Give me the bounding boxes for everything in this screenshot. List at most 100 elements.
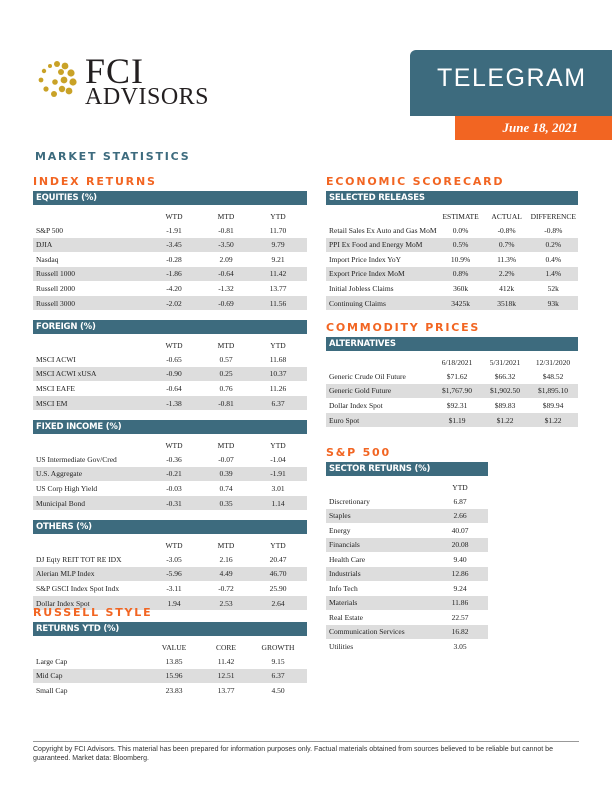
row-label: S&P 500 (36, 225, 64, 235)
table-row: Dollar Index Spot 1.94 2.53 2.64 (33, 595, 307, 610)
table-title-bar: FIXED INCOME (%) (33, 420, 307, 434)
cell-value: -0.64 (203, 266, 249, 281)
column-header (33, 534, 145, 552)
telegram-title: TELEGRAM (437, 64, 587, 92)
cell-value: 6.87 (453, 496, 467, 506)
row-label: Export Price Index MoM (326, 266, 437, 281)
table-row: DJ Eqty REIT TOT RE IDX -3.05 2.16 20.47 (33, 552, 307, 567)
table-block: ALTERNATIVES 6/18/2021 5/31/2021 12/31/2020… (326, 337, 578, 427)
table-block: FIXED INCOME (%) WTD MTD YTD US Intermediate… (33, 420, 307, 510)
row-label: Real Estate (326, 609, 432, 625)
row-label: Discretionary (329, 496, 370, 506)
table-header-row: ESTIMATE ACTUAL DIFFERENCE (326, 205, 578, 223)
cell-value: -0.81 (218, 225, 234, 235)
cell-value: 23.83 (145, 682, 203, 698)
cell-value: 11.3% (484, 251, 529, 267)
cell-value: 16.82 (432, 624, 488, 639)
cell-value: 25.90 (249, 580, 307, 596)
row-label: Financials (326, 537, 432, 552)
table-row: Initial Jobless Claims 360k 412k 52k (326, 280, 578, 296)
cell-value: 20.08 (432, 537, 488, 552)
index-returns-section: INDEX RETURNS EQUITIES (%) WTD MTD YTD S&P 5… (33, 175, 307, 610)
row-label: Large Cap (36, 656, 68, 666)
row-label: Communication Services (326, 624, 432, 639)
cell-value: 0.4% (528, 251, 578, 267)
row-label: MSCI EAFE (33, 380, 145, 396)
cell-value: 10.9% (436, 251, 485, 267)
column-header: WTD (165, 441, 183, 450)
cell-value: 2.53 (203, 595, 249, 610)
table-header-row: WTD MTD YTD (33, 205, 307, 223)
column-header: YTD (270, 541, 286, 550)
cell-value: 0.8% (436, 266, 485, 281)
row-label: Industrials (326, 566, 432, 581)
row-label: PPI Ex Food and Energy MoM (326, 237, 437, 252)
cell-value: -0.69 (203, 295, 249, 310)
table-row: Discretionary 6.87 (326, 494, 488, 509)
row-label: DJIA (33, 237, 145, 252)
table-title-bar: ALTERNATIVES (326, 337, 578, 351)
cell-value: 4.50 (249, 682, 307, 698)
table-row: Municipal Bond -0.31 0.35 1.14 (33, 495, 307, 510)
cell-value: 12.51 (203, 668, 249, 683)
table-header-row: VALUE CORE GROWTH (33, 636, 307, 654)
row-label: Russell 1000 (33, 266, 145, 281)
table-block: EQUITIES (%) WTD MTD YTD S&P 500 -1.91 -0.81 11… (33, 191, 307, 310)
row-label: Energy (326, 522, 432, 538)
cell-value: 11.26 (249, 380, 307, 396)
cell-value: 3518k (484, 295, 529, 310)
cell-value: 6.37 (249, 668, 307, 683)
russell-style-heading: RUSSELL STYLE (33, 606, 153, 619)
data-table: WTD MTD YTD MSCI ACWI -0.65 0.57 11.68 MSCI ACW… (33, 334, 307, 410)
table-row: MSCI EAFE -0.64 0.76 11.26 (33, 380, 307, 396)
column-header (33, 334, 145, 352)
russell-style-section: RUSSELL STYLE RETURNS YTD (%) VALUE CORE GR… (33, 606, 307, 698)
logo-advisors: ADVISORS (85, 84, 210, 110)
table-header-row: YTD (326, 476, 488, 494)
cell-value: 3.01 (249, 480, 307, 496)
table-row: Nasdaq -0.28 2.09 9.21 (33, 251, 307, 267)
cell-value: 4.49 (203, 566, 249, 581)
table-row: Continuing Claims 3425k 3518k 93k (326, 295, 578, 310)
cell-value: 1.14 (249, 495, 307, 510)
row-label: Staples (326, 508, 432, 523)
table-row: MSCI ACWI -0.65 0.57 11.68 (33, 352, 307, 367)
cell-value: 11.68 (269, 354, 287, 364)
table-row: Communication Services 16.82 (326, 624, 488, 639)
cell-value: $66.32 (494, 371, 516, 381)
logo-globe-icon (38, 61, 77, 97)
table-row: Generic Crude Oil Future $71.62 $66.32 $48.… (326, 369, 578, 384)
table-header-row: WTD MTD YTD (33, 534, 307, 552)
table-row: Large Cap 13.85 11.42 9.15 (33, 654, 307, 669)
footer-disclaimer: Copyright by FCI Advisors. This material… (33, 746, 553, 762)
sp500-section: S&P 500 SECTOR RETURNS (%) YTD Discretiona… (326, 446, 488, 654)
cell-value: 11.70 (269, 225, 287, 235)
table-header-row: WTD MTD YTD (33, 434, 307, 452)
column-header: MTD (217, 341, 235, 350)
cell-value: $89.83 (482, 397, 528, 413)
cell-value: 93k (528, 295, 578, 310)
data-table: YTD Discretionary 6.87 Staples 2.66 Energy 40.… (326, 476, 488, 654)
cell-value: -3.05 (166, 554, 182, 564)
cell-value: 2.64 (249, 595, 307, 610)
column-header: YTD (270, 341, 286, 350)
cell-value: -0.65 (166, 354, 182, 364)
table-row: Mid Cap 15.96 12.51 6.37 (33, 668, 307, 683)
cell-value: $1.19 (432, 412, 482, 427)
column-header: VALUE (161, 643, 187, 652)
table-block: SECTOR RETURNS (%) YTD Discretionary 6.87 St… (326, 462, 488, 654)
commodity-prices-section: COMMODITY PRICES ALTERNATIVES 6/18/2021 5/… (326, 321, 578, 427)
cell-value: 0.7% (484, 237, 529, 252)
data-table: ESTIMATE ACTUAL DIFFERENCE Retail Sales Ex … (326, 205, 578, 310)
cell-value: -0.8% (544, 225, 563, 235)
row-label: S&P GSCI Index Spot Indx (33, 580, 145, 596)
table-row: Utilities 3.05 (326, 638, 488, 654)
cell-value: $92.31 (432, 397, 482, 413)
cell-value: $1.22 (528, 412, 578, 427)
row-label: Materials (326, 595, 432, 610)
cell-value: -0.28 (145, 251, 203, 267)
cell-value: 40.07 (432, 522, 488, 538)
table-row: DJIA -3.45 -3.50 9.79 (33, 237, 307, 252)
cell-value: -0.8% (497, 225, 516, 235)
cell-value: -0.81 (203, 395, 249, 410)
